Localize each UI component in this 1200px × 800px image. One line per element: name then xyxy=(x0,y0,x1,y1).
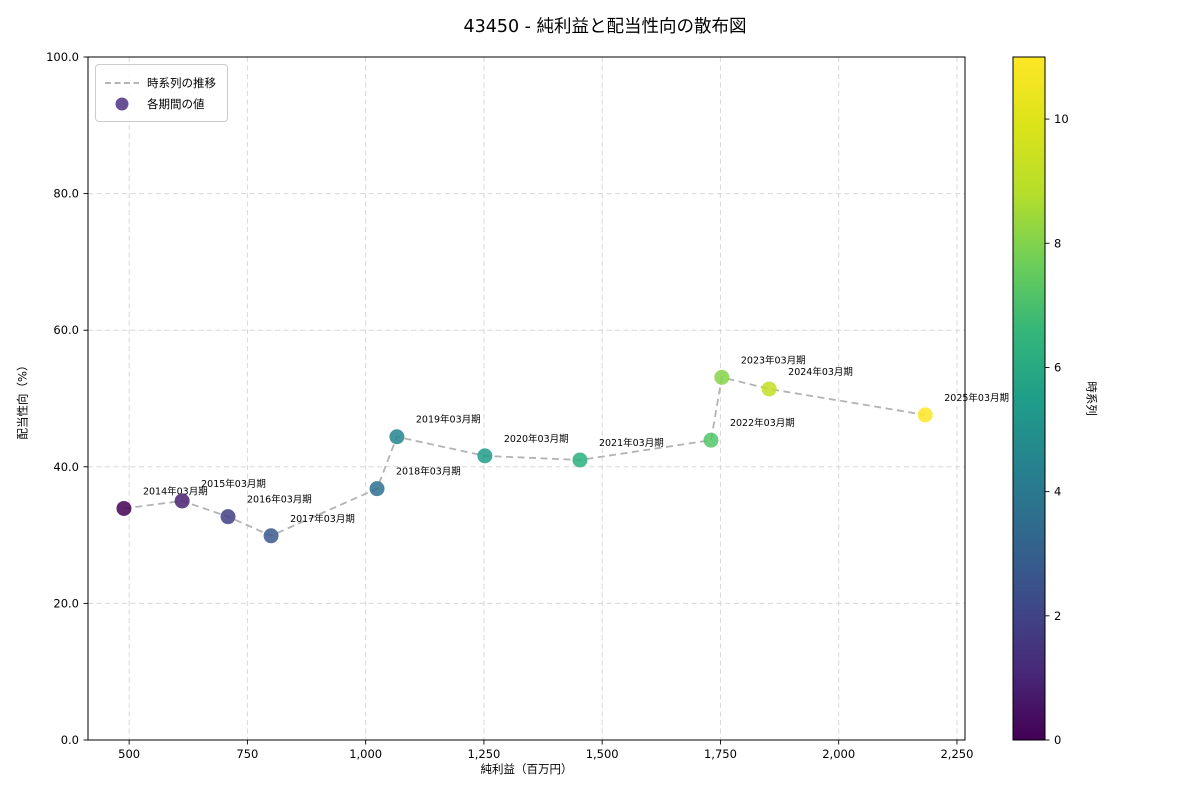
y-tick-label: 20.0 xyxy=(53,596,79,610)
point-label: 2020年03月期 xyxy=(504,433,569,445)
plot-border xyxy=(87,56,966,741)
x-tick-label: 1,500 xyxy=(586,747,619,761)
y-tick-label: 100.0 xyxy=(46,50,79,64)
scatter-point xyxy=(369,481,385,497)
x-axis-label: 純利益（百万円） xyxy=(480,762,573,776)
colorbar-tick-label: 6 xyxy=(1054,360,1061,374)
scatter-point xyxy=(703,432,719,448)
y-tick-label: 80.0 xyxy=(53,187,79,201)
scatter-point xyxy=(116,500,132,516)
dot-sample xyxy=(115,97,129,110)
point-label: 2019年03月期 xyxy=(416,414,481,426)
point-label: 2016年03月期 xyxy=(247,494,312,506)
point-label: 2014年03月期 xyxy=(143,485,208,497)
scatter-point xyxy=(220,509,236,525)
legend-item-values: 各期間の値 xyxy=(104,93,216,114)
point-label: 2015年03月期 xyxy=(201,478,266,490)
chart-title: 43450 - 純利益と配当性向の散布図 xyxy=(463,17,747,37)
colorbar-tick-label: 10 xyxy=(1054,112,1069,126)
scatter-point xyxy=(714,369,730,385)
colorbar-tick-label: 0 xyxy=(1054,733,1061,747)
x-tick-label: 2,250 xyxy=(940,747,973,761)
colorbar-label: 時系列 xyxy=(1084,381,1099,416)
x-tick-label: 500 xyxy=(118,747,140,761)
scatter-point xyxy=(477,448,493,464)
y-tick-label: 60.0 xyxy=(53,323,79,337)
y-tick-label: 0.0 xyxy=(61,733,79,747)
colorbar-tick-label: 8 xyxy=(1054,236,1061,250)
trend-line xyxy=(123,376,926,537)
x-tick-label: 1,250 xyxy=(467,747,500,761)
point-label: 2023年03月期 xyxy=(741,354,806,366)
scatter-point xyxy=(572,452,588,468)
colorbar xyxy=(1013,57,1045,740)
scatter-point xyxy=(174,493,190,509)
legend-label-values: 各期間の値 xyxy=(147,96,205,111)
scatter-point xyxy=(263,528,279,544)
point-label: 2024年03月期 xyxy=(788,366,853,378)
point-label: 2017年03月期 xyxy=(290,513,355,525)
scatter-point xyxy=(917,407,933,423)
legend-item-trend: 時系列の推移 xyxy=(104,72,216,93)
colorbar-tick-label: 4 xyxy=(1054,485,1061,499)
point-label: 2021年03月期 xyxy=(599,437,664,449)
dashed-line-icon xyxy=(105,81,139,84)
scatter-point xyxy=(389,429,405,445)
scatter-point xyxy=(761,381,777,397)
y-axis-label: 配当性向（%） xyxy=(15,359,30,440)
dot-icon xyxy=(115,97,129,110)
x-tick-label: 750 xyxy=(236,747,258,761)
point-label: 2025年03月期 xyxy=(944,392,1009,404)
y-tick-label: 40.0 xyxy=(53,460,79,474)
colorbar-border xyxy=(1012,56,1046,741)
legend: 時系列の推移 各期間の値 xyxy=(95,64,228,122)
point-label: 2022年03月期 xyxy=(730,417,795,429)
point-label: 2018年03月期 xyxy=(396,466,461,478)
colorbar-tick-label: 2 xyxy=(1054,609,1061,623)
x-tick-label: 1,000 xyxy=(349,747,382,761)
x-tick-label: 1,750 xyxy=(704,747,737,761)
legend-label-trend: 時系列の推移 xyxy=(147,75,216,90)
x-tick-label: 2,000 xyxy=(822,747,855,761)
